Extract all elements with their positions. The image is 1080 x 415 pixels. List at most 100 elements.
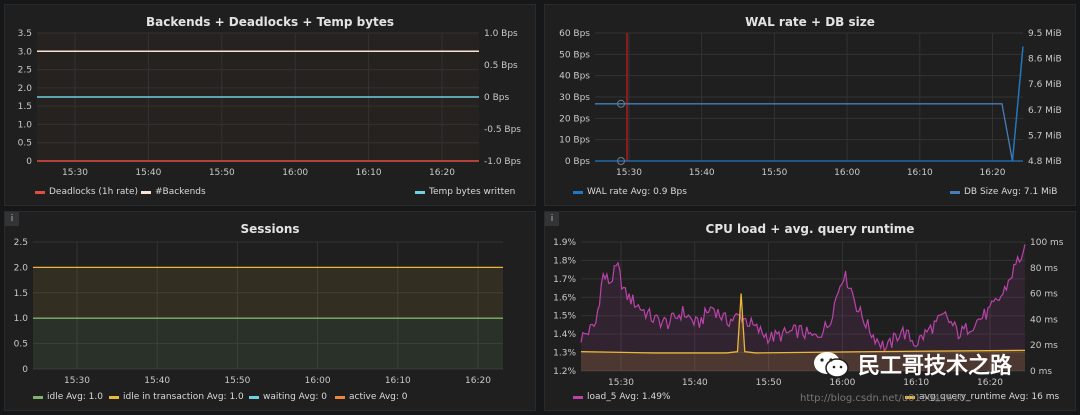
legend-swatch: [415, 190, 425, 194]
y-tick-label: 1.2%: [553, 367, 576, 377]
panel-title[interactable]: CPU load + avg. query runtime: [705, 222, 915, 236]
panel-cpu[interactable]: i CPU load + avg. query runtime 1.2% 1.3%…: [544, 211, 1076, 411]
legend-swatch: [950, 190, 960, 194]
y-tick-label-right: 0 ms: [1030, 367, 1052, 377]
legend-label: load_5 Avg: 1.49%: [587, 392, 671, 402]
y-tick-label: 1.5%: [553, 312, 576, 322]
legend-label: avg_query_runtime Avg: 16 ms: [919, 392, 1060, 402]
series-spike: [1011, 46, 1024, 162]
y-tick-label: 1.0: [18, 120, 33, 130]
x-tick-label: 16:00: [829, 378, 855, 388]
legend-item[interactable]: avg_query_runtime Avg: 16 ms: [905, 392, 1059, 402]
x-tick-label: 15:30: [608, 378, 634, 388]
info-icon[interactable]: i: [545, 212, 559, 226]
x-tick-label: 16:10: [385, 376, 411, 386]
y-tick-label-right: 6.7 MiB: [1028, 106, 1062, 116]
y-tick-label-right: 0.5 Bps: [484, 61, 518, 71]
y-tick-label-right: 80 ms: [1030, 264, 1058, 274]
y-tick-label-right: 20 ms: [1030, 341, 1058, 351]
info-icon[interactable]: i: [5, 212, 19, 226]
watermark-url: http://blog.csdn.net/u013043610: [800, 393, 966, 404]
series-area: [33, 267, 503, 319]
x-tick-label: 15:40: [144, 376, 170, 386]
y-tick-label: 0: [26, 157, 32, 167]
legend-label: idle Avg: 1.0: [47, 392, 103, 402]
panel-backends[interactable]: Backends + Deadlocks + Temp bytes 0 0.5 1.…: [4, 4, 536, 206]
y-tick-label: 30 Bps: [559, 93, 590, 103]
y-tick-label: 3.0: [18, 47, 33, 57]
y-tick-label: 1.8%: [553, 256, 576, 266]
panel-title[interactable]: Sessions: [240, 222, 300, 236]
legend-item[interactable]: active Avg: 0: [335, 392, 408, 402]
legend-swatch: [141, 190, 151, 194]
panel-wal[interactable]: WAL rate + DB size 0 Bps 10 Bps 20 Bps 30 B…: [544, 4, 1076, 206]
legend-swatch: [573, 395, 583, 399]
x-tick-label: 16:20: [980, 168, 1006, 178]
y-tick-label-right: 40 ms: [1030, 315, 1058, 325]
y-tick-label: 1.3%: [553, 349, 576, 359]
y-tick-label: 0 Bps: [565, 157, 590, 167]
panel-legend: Deadlocks (1h rate) #Backends Temp bytes w…: [5, 187, 535, 201]
x-tick-label: 15:50: [224, 376, 250, 386]
y-tick-label-right: 5.7 MiB: [1028, 131, 1062, 141]
x-tick-label: 16:00: [834, 168, 860, 178]
series-area: [33, 318, 503, 369]
x-tick-label: 15:30: [616, 168, 642, 178]
y-tick-label-right: 8.6 MiB: [1028, 55, 1062, 65]
legend-item[interactable]: idle Avg: 1.0: [33, 392, 103, 402]
y-tick-label: 40 Bps: [559, 72, 590, 82]
y-tick-label-right: 60 ms: [1030, 290, 1058, 300]
sessions-chart: 0 0.5 1.0 1.5 2.0 2.5 15:30 15:40 15:50 16:00 16:1…: [14, 238, 503, 386]
x-tick-label: 16:20: [429, 168, 455, 178]
legend-item[interactable]: DB Size Avg: 7.1 MiB: [950, 187, 1057, 197]
legend-item[interactable]: WAL rate Avg: 0.9 Bps: [573, 187, 687, 197]
x-tick-label: 15:50: [761, 168, 787, 178]
watermark-text: 民工哥技术之路: [858, 354, 1013, 379]
x-tick-label: 15:40: [135, 168, 161, 178]
x-tick-label: 15:40: [689, 168, 715, 178]
legend-item[interactable]: load_5 Avg: 1.49%: [573, 392, 670, 402]
y-tick-label: 50 Bps: [559, 50, 590, 60]
legend-label: Deadlocks (1h rate): [49, 187, 139, 197]
y-tick-label-right: 1.0 Bps: [484, 29, 518, 39]
legend-item[interactable]: #Backends: [141, 187, 206, 197]
series-line: [595, 46, 1024, 162]
y-tick-label: 1.6%: [553, 293, 576, 303]
y-tick-label: 20 Bps: [559, 114, 590, 124]
y-tick-label-right: 9.5 MiB: [1028, 29, 1062, 39]
y-tick-label: 3.5: [18, 29, 32, 39]
panel-sessions[interactable]: i Sessions 0 0.5 1.0 1.5 2.0 2.5 15:30 15:40 15:…: [4, 211, 536, 411]
y-tick-label: 1.7%: [553, 275, 576, 285]
legend-swatch: [109, 395, 119, 399]
x-tick-label: 16:00: [305, 376, 331, 386]
panel-title[interactable]: WAL rate + DB size: [745, 15, 875, 29]
panel-legend: load_5 Avg: 1.49% avg_query_runtime Avg: …: [545, 392, 1075, 406]
x-tick-label: 16:10: [903, 378, 929, 388]
y-tick-label: 2.5: [18, 66, 32, 76]
y-tick-label: 1.0: [14, 314, 29, 324]
legend-item[interactable]: waiting Avg: 0: [249, 392, 327, 402]
legend-item[interactable]: idle in transaction Avg: 1.0: [109, 392, 244, 402]
y-tick-label: 0.5: [14, 340, 28, 350]
y-tick-label-right: 0 Bps: [484, 93, 509, 103]
legend-swatch: [35, 190, 45, 194]
x-tick-label: 16:10: [907, 168, 933, 178]
y-tick-label-right: 7.6 MiB: [1028, 80, 1062, 90]
hover-point: [617, 157, 625, 165]
panel-legend: WAL rate Avg: 0.9 Bps DB Size Avg: 7.1 Mi…: [545, 187, 1075, 201]
x-tick-label: 16:20: [465, 376, 491, 386]
legend-swatch: [33, 395, 43, 399]
x-tick-label: 15:50: [209, 168, 235, 178]
y-tick-label-right: -1.0 Bps: [484, 157, 521, 167]
legend-item[interactable]: Deadlocks (1h rate): [35, 187, 138, 197]
legend-label: idle in transaction Avg: 1.0: [123, 392, 244, 402]
x-tick-label: 15:30: [64, 376, 90, 386]
legend-item[interactable]: Temp bytes written: [415, 187, 515, 197]
x-tick-label: 15:30: [62, 168, 88, 178]
legend-label: #Backends: [155, 187, 206, 197]
legend-label: Temp bytes written: [429, 187, 516, 197]
series-line: [580, 293, 1026, 354]
panel-title[interactable]: Backends + Deadlocks + Temp bytes: [145, 15, 395, 29]
y-tick-label: 1.5: [14, 289, 28, 299]
x-tick-label: 15:40: [682, 378, 708, 388]
